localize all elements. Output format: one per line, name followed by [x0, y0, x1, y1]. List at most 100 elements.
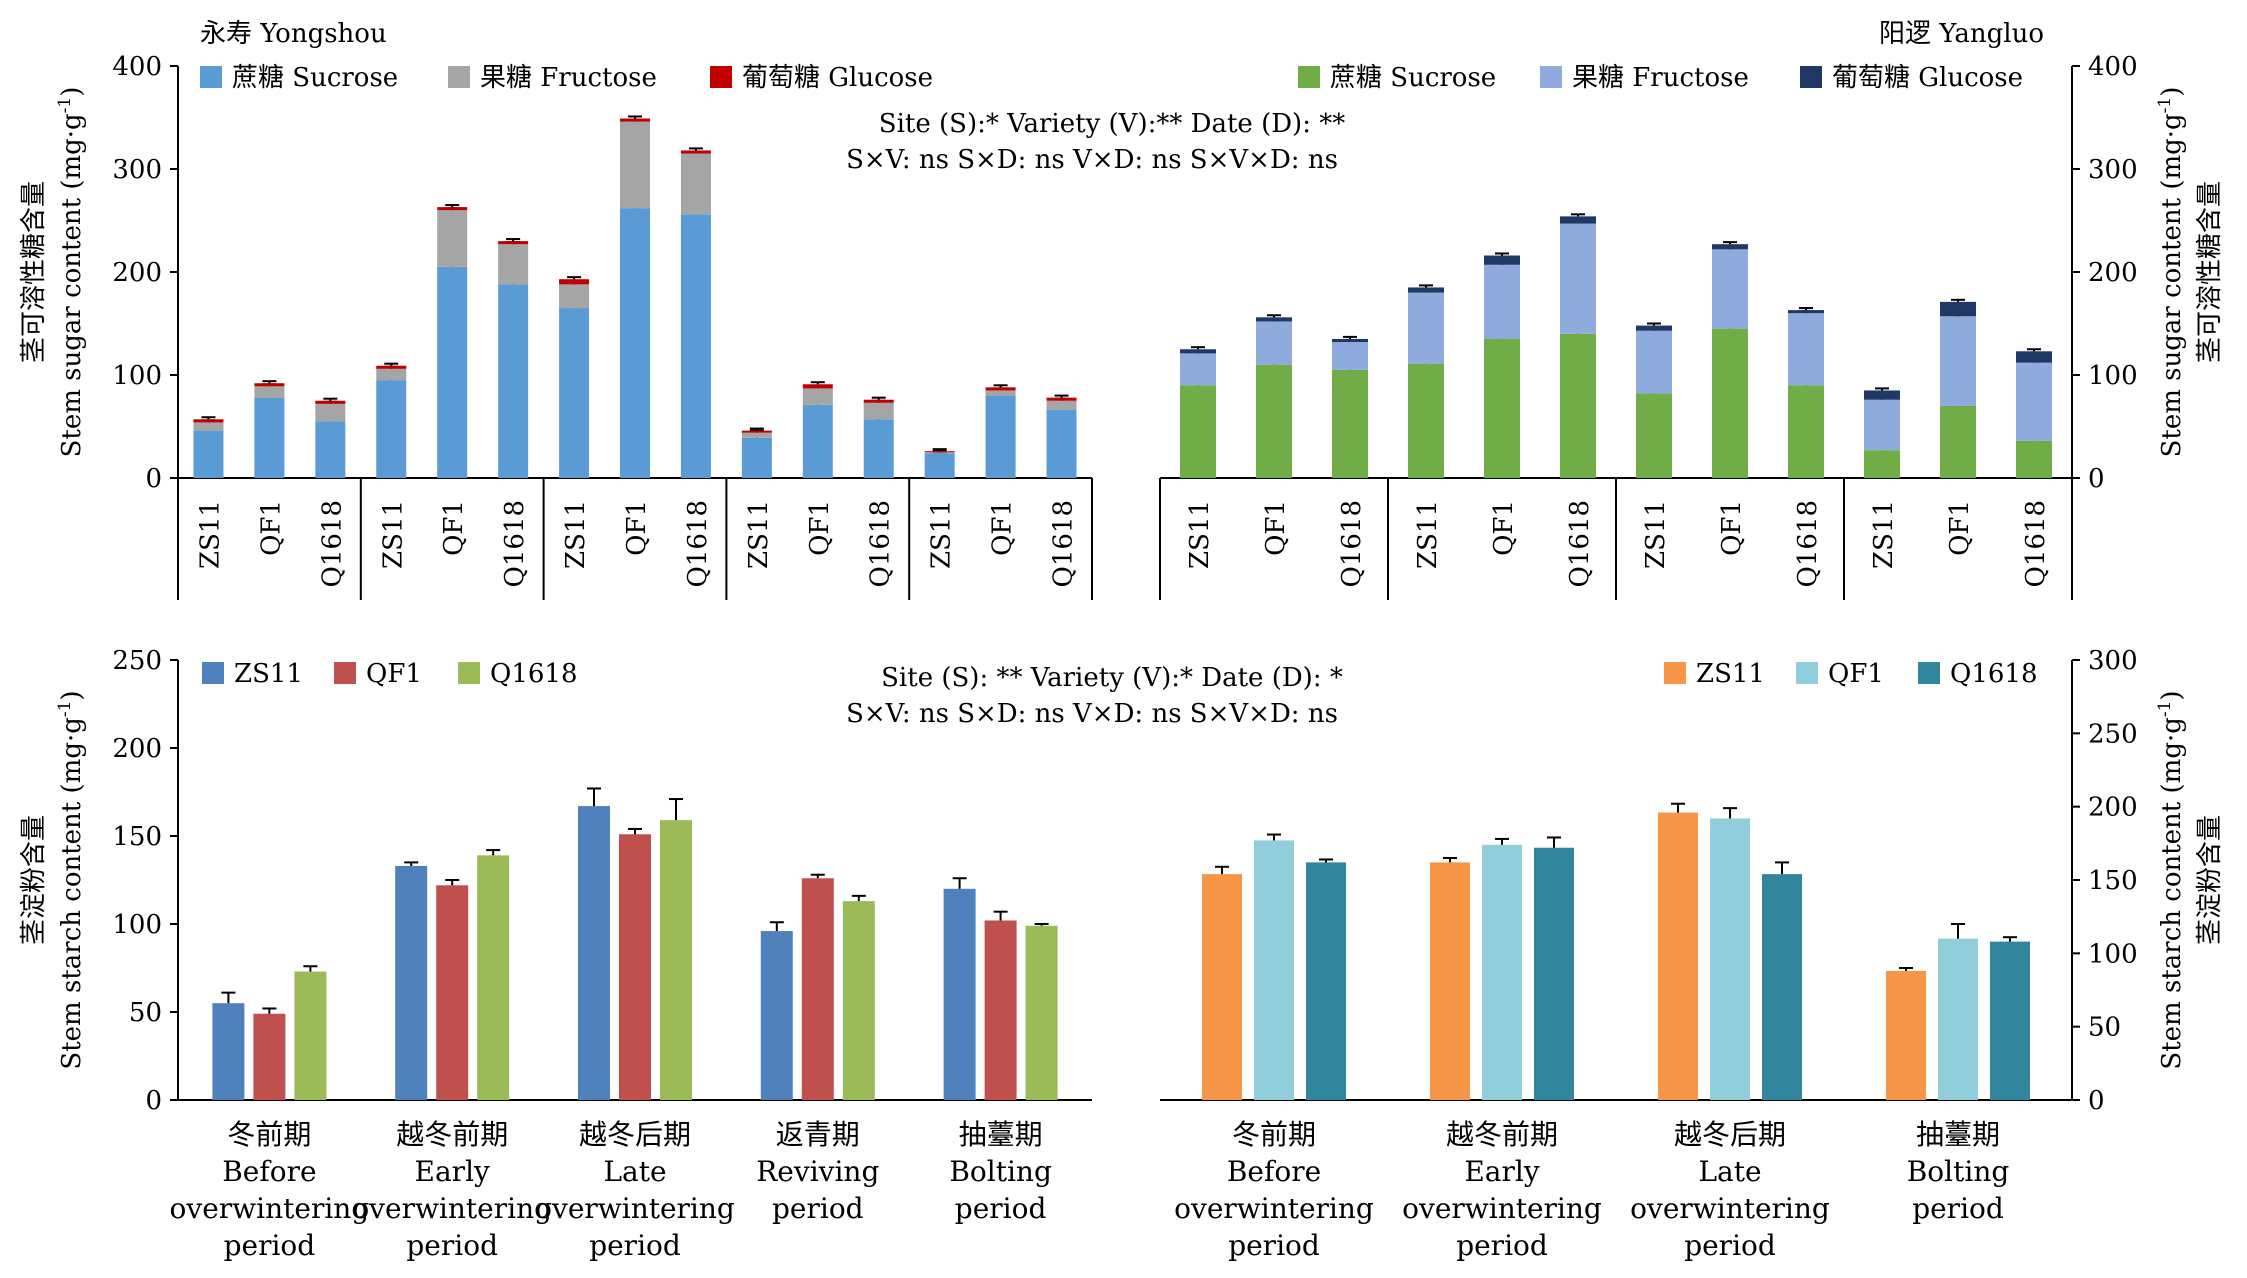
bar-fructose [254, 386, 285, 398]
bar-glucose [437, 207, 468, 211]
y-axis-label-cn: 茎可溶性糖含量 [2195, 181, 2225, 363]
legend-swatch [448, 66, 470, 88]
y-tick-label: 150 [112, 822, 162, 852]
x-category-label: period [772, 1192, 864, 1225]
y-tick-label: 300 [2088, 155, 2138, 185]
x-tick-label: Q1618 [317, 500, 347, 587]
legend-swatch [1918, 662, 1940, 684]
legend-swatch [1540, 66, 1562, 88]
y-tick-label: 300 [112, 155, 162, 185]
x-category-label: 冬前期 [227, 1118, 311, 1151]
legend-label: 蔗糖 Sucrose [232, 63, 398, 93]
bar-q1618 [1025, 925, 1058, 1100]
x-category-label: 返青期 [776, 1118, 860, 1151]
x-tick-label: Q1618 [866, 500, 896, 587]
legend-label: QF1 [366, 659, 422, 689]
x-category-label: period [1456, 1229, 1548, 1262]
bar-sucrose [2016, 440, 2052, 478]
legend-label: 蔗糖 Sucrose [1330, 63, 1496, 93]
x-tick-label: QF1 [622, 500, 652, 556]
bar-sucrose [498, 284, 529, 478]
bar-glucose [193, 419, 224, 423]
y-tick-label: 100 [112, 910, 162, 940]
x-tick-label: QF1 [1945, 500, 1975, 556]
bar-sucrose [1864, 450, 1900, 478]
x-category-label: period [406, 1229, 498, 1262]
x-tick-label: QF1 [1261, 500, 1291, 556]
bar-glucose [315, 400, 346, 404]
y-tick-label: 400 [112, 52, 162, 82]
bar-glucose [1864, 390, 1900, 400]
legend-label: QF1 [1828, 659, 1884, 689]
y-tick-label: 150 [2088, 866, 2138, 896]
legend-swatch [1664, 662, 1686, 684]
y-tick-label: 300 [2088, 646, 2138, 676]
x-tick-label: Q1618 [1049, 500, 1079, 587]
bar-glucose [1940, 301, 1976, 317]
x-tick-label: ZS11 [927, 500, 957, 569]
y-axis-label-cn: 茎可溶性糖含量 [19, 181, 49, 363]
legend-swatch [202, 662, 224, 684]
x-category-label: 抽薹期 [959, 1118, 1043, 1151]
bar-fructose [2016, 362, 2052, 441]
bar-q1618 [1306, 862, 1346, 1100]
bar-sucrose [741, 437, 772, 478]
bar-glucose [2016, 351, 2052, 363]
bar-fructose [1712, 249, 1748, 329]
x-category-label: Late [1698, 1155, 1761, 1188]
legend-swatch [334, 662, 356, 684]
bar-sucrose [437, 266, 468, 478]
bar-sucrose [1256, 364, 1292, 478]
y-tick-label: 50 [2088, 1013, 2121, 1043]
legend-label: 葡萄糖 Glucose [1832, 63, 2023, 93]
y-axis-label-en: Stem starch content (mg·g-1) [55, 690, 87, 1069]
x-tick-label: ZS11 [378, 500, 408, 569]
legend-swatch [1800, 66, 1822, 88]
x-category-label: Before [222, 1155, 316, 1188]
y-tick-label: 200 [2088, 258, 2138, 288]
bar-qf1 [801, 878, 834, 1100]
x-category-label: overwintering [535, 1192, 735, 1225]
panel-title-yongshou: 永寿 Yongshou [200, 19, 387, 49]
legend-label: ZS11 [1696, 659, 1765, 689]
bar-fructose [437, 210, 468, 267]
y-tick-label: 200 [112, 734, 162, 764]
bar-fructose [315, 403, 346, 422]
bar-fructose [559, 284, 590, 309]
x-tick-label: QF1 [256, 500, 286, 556]
bar-sucrose [1788, 385, 1824, 478]
bar-sucrose [863, 419, 894, 478]
y-axis-label-cn: 茎淀粉含量 [2195, 815, 2225, 945]
x-tick-label: Q1618 [1337, 500, 1367, 587]
x-tick-label: QF1 [439, 500, 469, 556]
bar-qf1 [1482, 844, 1522, 1100]
bar-glucose [254, 383, 285, 387]
bar-qf1 [619, 834, 651, 1100]
y-axis-label-en: Stem sugar content (mg·g-1) [55, 87, 87, 458]
x-tick-label: QF1 [805, 500, 835, 556]
x-category-label: 抽薹期 [1916, 1118, 2000, 1151]
y-tick-label: 400 [2088, 52, 2138, 82]
bar-glucose [863, 399, 894, 403]
x-category-label: overwintering [1174, 1192, 1374, 1225]
x-category-label: period [1684, 1229, 1776, 1262]
bar-glucose [559, 279, 590, 285]
y-tick-label: 100 [112, 361, 162, 391]
bar-glucose [498, 241, 529, 245]
bar-fructose [1560, 223, 1596, 334]
stats-line-2: S×V: ns S×D: ns V×D: ns S×V×D: ns [846, 145, 1338, 175]
bar-qf1 [436, 885, 469, 1100]
bar-zs11 [212, 1003, 245, 1100]
bar-fructose [1484, 264, 1520, 339]
bar-fructose [985, 390, 1016, 396]
bar-glucose [1180, 349, 1216, 354]
y-axis-label-cn: 茎淀粉含量 [19, 815, 49, 945]
bar-q1618 [477, 855, 510, 1100]
x-category-label: Early [1464, 1155, 1539, 1188]
bar-fructose [376, 368, 407, 381]
legend-swatch [710, 66, 732, 88]
x-tick-label: ZS11 [1185, 500, 1215, 569]
y-tick-label: 100 [2088, 361, 2138, 391]
x-category-label: Late [603, 1155, 666, 1188]
